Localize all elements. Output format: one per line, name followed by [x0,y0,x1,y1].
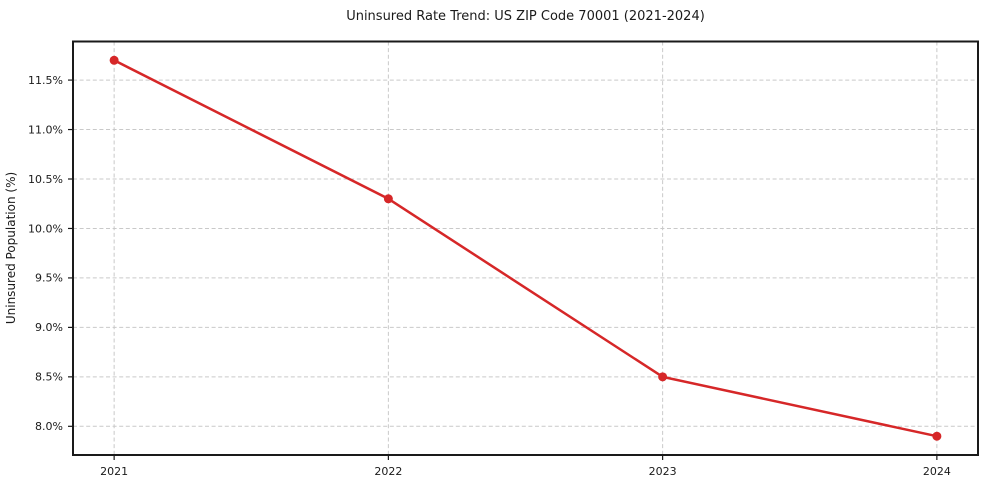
y-tick-label: 11.0% [28,123,63,136]
data-point-2022 [383,194,393,204]
chart-title: Uninsured Rate Trend: US ZIP Code 70001 … [346,9,705,24]
x-tick-label: 2023 [649,465,677,478]
plot-border [72,40,979,456]
x-tick-label: 2021 [100,465,128,478]
y-tick-label: 8.5% [35,371,63,384]
axes: 8.0% 8.5% 9.0% 9.5% 10.0% 10.5% 11.0% 11.5% 2021… [28,74,951,478]
y-tick-label: 10.5% [28,173,63,186]
x-tick-label: 2022 [374,465,402,478]
trend-line [112,59,939,438]
data-point-2021 [109,55,119,65]
y-tick-label: 9.5% [35,272,63,285]
x-tick-label: 2024 [923,465,951,478]
y-tick-label: 10.0% [28,222,63,235]
data-point-2024 [932,431,942,441]
data-series [109,55,942,441]
y-tick-label: 8.0% [35,420,63,433]
y-tick-label: 9.0% [35,321,63,334]
y-tick-label: 11.5% [28,74,63,87]
gridlines [73,41,978,455]
data-point-2023 [658,372,668,382]
y-axis-label: Uninsured Population (%) [4,172,18,324]
